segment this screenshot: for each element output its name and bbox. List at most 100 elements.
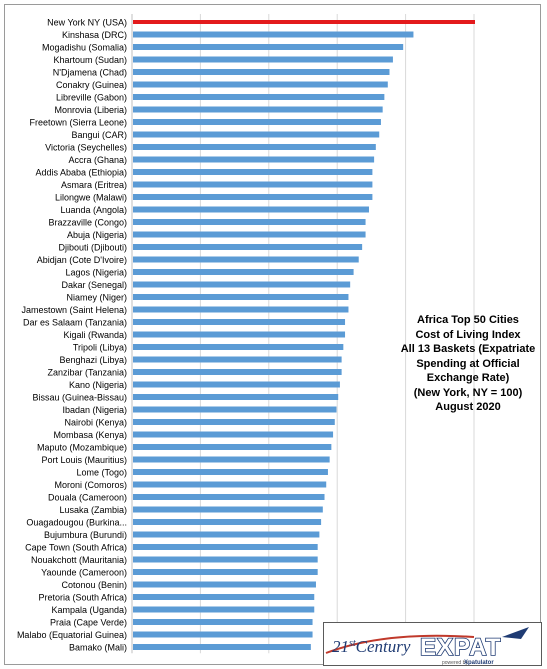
category-label: Nairobi (Kenya) — [64, 417, 127, 427]
category-label: Praia (Cape Verde) — [50, 617, 127, 627]
bar — [133, 181, 373, 188]
category-label: Kigali (Rwanda) — [63, 330, 127, 340]
bar — [133, 556, 318, 563]
category-label: Port Louis (Mauritius) — [41, 455, 127, 465]
bar — [133, 306, 349, 313]
category-label: Bamako (Mali) — [69, 642, 127, 652]
bar — [133, 31, 414, 38]
chart-title-line: All 13 Baskets (Expatriate — [400, 343, 536, 355]
category-label: Bissau (Guinea-Bissau) — [32, 392, 127, 402]
bar — [133, 644, 311, 650]
bar — [133, 219, 366, 225]
category-label: Kampala (Uganda) — [51, 605, 127, 615]
bar — [133, 619, 313, 625]
bar — [133, 256, 359, 263]
bar — [133, 144, 376, 150]
chart-title-line: August 2020 — [435, 401, 501, 413]
bar — [133, 381, 340, 388]
category-label: Tripoli (Libya) — [73, 342, 127, 352]
bar — [133, 531, 320, 538]
category-label: Douala (Cameroon) — [48, 492, 127, 502]
logo-brand: EXPAT — [420, 634, 501, 661]
category-label: Ouagadougou (Burkina... — [26, 517, 127, 527]
category-label: Addis Ababa (Ethiopia) — [35, 167, 127, 177]
category-label: Brazzaville (Congo) — [48, 217, 127, 227]
bar — [133, 106, 383, 113]
category-label: Freetown (Sierra Leone) — [29, 117, 127, 127]
bar — [133, 519, 322, 525]
bar — [133, 606, 315, 613]
bar — [133, 481, 327, 488]
bar — [133, 269, 354, 275]
bar — [133, 156, 375, 163]
category-label: Yaounde (Cameroon) — [41, 567, 127, 577]
category-label: Niamey (Niger) — [66, 292, 127, 302]
bar — [133, 206, 369, 213]
category-label: Ibadan (Nigeria) — [62, 405, 127, 415]
logo-sub-brand: Xpatulator — [464, 660, 494, 666]
category-label: Asmara (Eritrea) — [61, 180, 127, 190]
category-label: Benghazi (Libya) — [59, 355, 127, 365]
logo-graphic: 21stCentury EXPAT powered by Xpatulator — [325, 627, 529, 666]
chart-title: Africa Top 50 Cities Cost of Living Index… — [393, 313, 543, 415]
expat-logo: 21stCentury EXPAT powered by Xpatulator — [323, 622, 542, 666]
chart-title-line: Africa Top 50 Cities — [417, 314, 519, 326]
chart-title-line: (New York, NY = 100) — [413, 386, 523, 399]
category-label: Lagos (Nigeria) — [65, 267, 127, 277]
chart-title-line: Spending at Official — [416, 357, 520, 370]
category-label: Cotonou (Benin) — [61, 580, 127, 590]
category-label: Libreville (Gabon) — [56, 92, 127, 102]
category-label: Lilongwe (Malawi) — [55, 192, 127, 202]
category-label: Lusaka (Zambia) — [59, 505, 127, 515]
category-label: Cape Town (South Africa) — [25, 542, 127, 552]
bar — [133, 394, 339, 400]
bar — [133, 94, 385, 100]
category-label: Dakar (Senegal) — [61, 280, 127, 290]
chart-title-line: Exchange Rate) — [426, 372, 510, 384]
category-label: Kano (Nigeria) — [69, 380, 127, 390]
category-label: Malabo (Equatorial Guinea) — [17, 630, 127, 640]
bar — [133, 281, 351, 288]
category-label: Zanzibar (Tanzania) — [47, 367, 127, 377]
category-label: Luanda (Angola) — [60, 205, 127, 215]
svg-text:21stCentury: 21stCentury — [332, 637, 411, 656]
bar — [133, 344, 344, 350]
bar — [133, 131, 380, 138]
category-label: N'Djamena (Chad) — [53, 67, 127, 77]
chart-frame — [4, 4, 541, 665]
category-label: Dar es Salaam (Tanzania) — [23, 317, 127, 327]
bar — [133, 119, 381, 125]
category-label: Bujumbura (Burundi) — [44, 530, 127, 540]
logo-superscript: st — [349, 638, 356, 649]
category-label: Kinshasa (DRC) — [62, 30, 127, 40]
bar — [133, 194, 373, 200]
chart-title-line: Cost of Living Index — [415, 328, 521, 341]
logo-tagline: powered by — [442, 660, 468, 666]
bar — [133, 69, 390, 75]
category-label: Abuja (Nigeria) — [67, 230, 127, 240]
bar — [133, 631, 313, 638]
category-label: Abidjan (Cote D'Ivoire) — [37, 255, 127, 265]
bar — [133, 294, 349, 300]
bar — [133, 406, 337, 413]
category-label: Nouakchott (Mauritania) — [31, 555, 127, 565]
category-label: New York NY (USA) — [47, 17, 127, 27]
logo-prefix: 21 — [332, 637, 349, 656]
bar — [133, 331, 346, 338]
bar — [133, 431, 334, 438]
plane-icon — [502, 627, 529, 639]
logo-word: Century — [356, 637, 411, 656]
bar — [133, 594, 315, 600]
bar — [133, 419, 335, 425]
category-label: Bangui (CAR) — [71, 130, 127, 140]
bar — [133, 81, 388, 88]
category-label: Khartoum (Sudan) — [53, 55, 127, 65]
category-label: Conakry (Guinea) — [56, 80, 127, 90]
category-label: Mogadishu (Somalia) — [42, 42, 127, 52]
category-label: Monrovia (Liberia) — [54, 105, 127, 115]
bar — [133, 469, 328, 475]
bar — [133, 44, 404, 50]
bar — [133, 169, 373, 175]
bar — [133, 20, 475, 24]
